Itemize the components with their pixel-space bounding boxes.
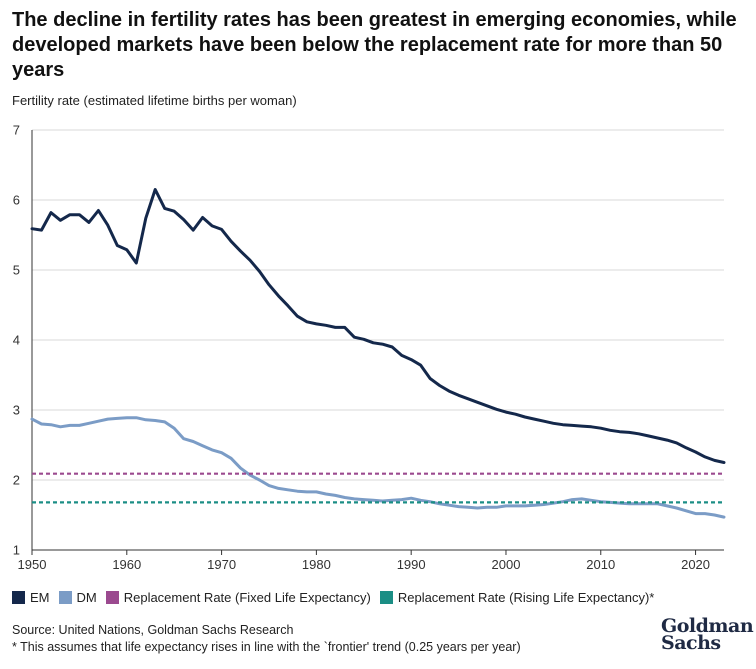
legend-item-replacement-rising: Replacement Rate (Rising Life Expectancy…: [379, 590, 655, 605]
line-chart: 1 2 3 4 5 6 7 1950 1960 1970 1980 1990 2000 2010 2020: [13, 123, 726, 572]
axes: 1 2 3 4 5 6 7 1950 1960 1970 1980 1990 2000 2010 2020: [13, 123, 724, 572]
gridlines: [32, 129, 724, 481]
series: [30, 188, 726, 519]
series-line-em: [30, 188, 726, 464]
logo-line-2: Sachs: [661, 632, 721, 654]
legend-item-em: EM: [12, 590, 50, 605]
logo-line-1: Goldman: [661, 615, 754, 637]
x-tick-label-1950: 1950: [18, 557, 47, 572]
x-tick-label-2020: 2020: [681, 557, 710, 572]
x-tick-label-1960: 1960: [112, 557, 141, 572]
legend-label-dm: DM: [76, 590, 97, 605]
y-tick-label-7: 7: [13, 123, 20, 138]
legend-swatch-dm: [58, 591, 72, 604]
y-tick-label-2: 2: [13, 473, 20, 488]
x-tick-label-1980: 1980: [302, 557, 331, 572]
legend-label-replacement-fixed: Replacement Rate (Fixed Life Expectancy): [123, 590, 371, 605]
legend-item-dm: DM: [58, 590, 97, 605]
legend-label-em: EM: [30, 590, 50, 605]
legend-label-replacement-rising: Replacement Rate (Rising Life Expectancy…: [397, 590, 655, 605]
x-tick-label-2010: 2010: [586, 557, 615, 572]
y-tick-label-4: 4: [13, 333, 20, 348]
y-axis-label: Fertility rate (estimated lifetime birth…: [12, 93, 297, 108]
x-tick-label-2000: 2000: [492, 557, 521, 572]
legend: EM DM Replacement Rate (Fixed Life Expec…: [12, 590, 663, 605]
legend-item-replacement-fixed: Replacement Rate (Fixed Life Expectancy): [105, 590, 371, 605]
x-tick-label-1990: 1990: [397, 557, 426, 572]
footnote: * This assumes that life expectancy rise…: [12, 640, 521, 654]
legend-swatch-replacement-fixed: [105, 591, 119, 604]
x-tick-label-1970: 1970: [207, 557, 236, 572]
goldman-sachs-logo: Goldman Sachs: [661, 615, 754, 654]
legend-swatch-em: [12, 591, 25, 604]
source-note: Source: United Nations, Goldman Sachs Re…: [12, 623, 294, 637]
y-tick-label-3: 3: [13, 403, 20, 418]
chart-title: The decline in fertility rates has been …: [12, 9, 737, 81]
y-tick-label-5: 5: [13, 263, 20, 278]
legend-swatch-replacement-rising: [379, 591, 393, 604]
y-tick-label-1: 1: [13, 543, 20, 558]
y-tick-label-6: 6: [13, 193, 20, 208]
